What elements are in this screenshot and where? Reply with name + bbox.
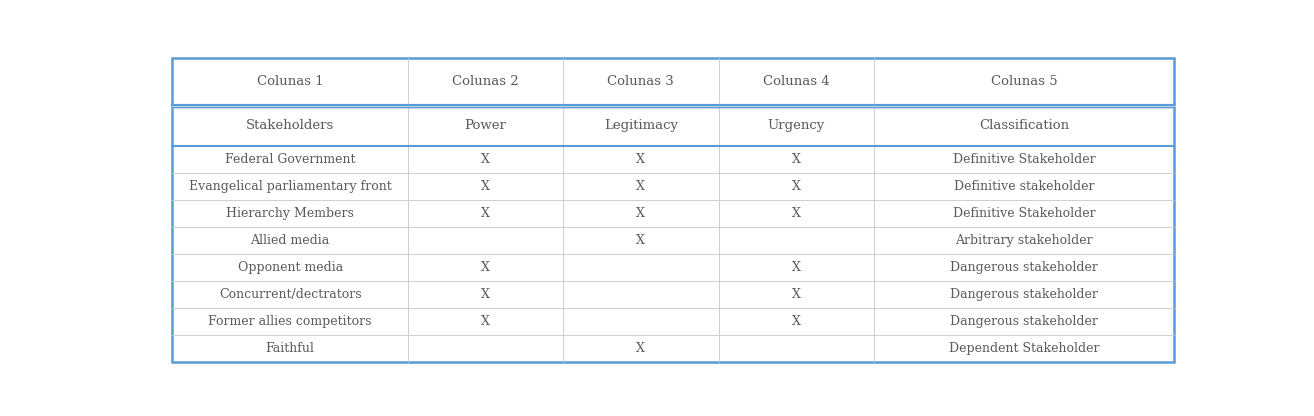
Text: Legitimacy: Legitimacy [604,119,678,132]
Text: X: X [792,315,800,328]
Text: Hierarchy Members: Hierarchy Members [226,207,353,220]
Text: Colunas 3: Colunas 3 [607,75,674,88]
Text: Allied media: Allied media [251,234,330,247]
Text: Arbitrary stakeholder: Arbitrary stakeholder [955,234,1093,247]
Text: Urgency: Urgency [767,119,825,132]
Text: X: X [481,288,490,301]
Text: X: X [636,342,645,355]
Text: X: X [792,153,800,166]
Text: X: X [792,180,800,193]
Text: Definitive stakeholder: Definitive stakeholder [954,180,1095,193]
Text: Former allies competitors: Former allies competitors [209,315,372,328]
Text: X: X [481,261,490,274]
Text: Power: Power [465,119,506,132]
Text: X: X [792,207,800,220]
Text: Colunas 1: Colunas 1 [256,75,323,88]
Text: X: X [636,180,645,193]
Text: Evangelical parliamentary front: Evangelical parliamentary front [189,180,392,193]
Text: X: X [481,180,490,193]
Text: X: X [481,315,490,328]
Text: Federal Government: Federal Government [225,153,355,166]
Text: Definitive Stakeholder: Definitive Stakeholder [953,207,1096,220]
Text: Stakeholders: Stakeholders [246,119,334,132]
Text: Colunas 4: Colunas 4 [763,75,829,88]
Text: Dangerous stakeholder: Dangerous stakeholder [950,288,1099,301]
Text: Dangerous stakeholder: Dangerous stakeholder [950,315,1099,328]
Text: Colunas 2: Colunas 2 [452,75,519,88]
Text: Faithful: Faithful [265,342,314,355]
Text: Opponent media: Opponent media [238,261,343,274]
Text: X: X [792,288,800,301]
Text: Concurrent/dectrators: Concurrent/dectrators [219,288,361,301]
Text: X: X [481,207,490,220]
Text: Classification: Classification [979,119,1070,132]
Text: X: X [636,153,645,166]
Text: X: X [481,153,490,166]
Text: Colunas 5: Colunas 5 [991,75,1058,88]
Text: X: X [636,234,645,247]
Text: X: X [636,207,645,220]
Text: Dependent Stakeholder: Dependent Stakeholder [949,342,1100,355]
Text: Definitive Stakeholder: Definitive Stakeholder [953,153,1096,166]
Text: Dangerous stakeholder: Dangerous stakeholder [950,261,1099,274]
Text: X: X [792,261,800,274]
